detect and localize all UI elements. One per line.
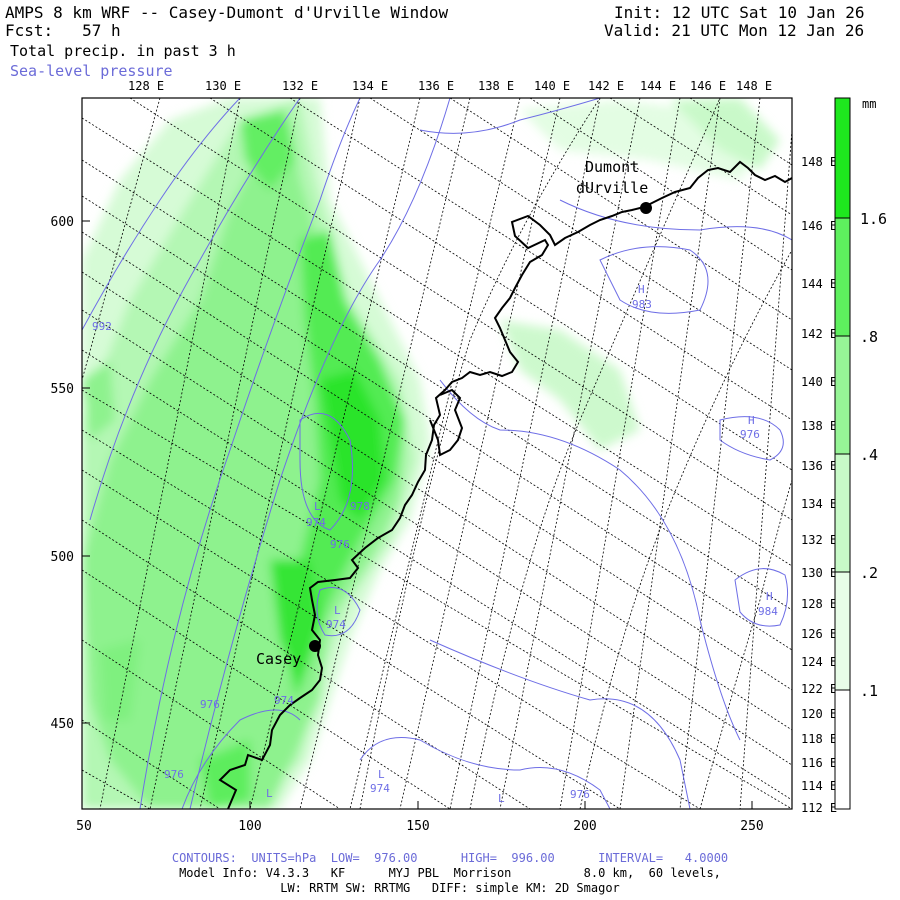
pressure-center: L (378, 768, 385, 781)
lon-label: 142 E (801, 327, 837, 341)
lon-label: 138 E (801, 419, 837, 433)
y-axis-labels: 600 550 500 450 (51, 215, 74, 732)
lon-label: 128 E (128, 79, 164, 93)
lon-label: 122 E (801, 682, 837, 696)
pressure-label: 976 (570, 788, 590, 801)
lon-label: 138 E (478, 79, 514, 93)
lon-label: 134 E (352, 79, 388, 93)
lon-label: 144 E (640, 79, 676, 93)
pressure-label: 974 (370, 782, 390, 795)
colorbar-bin (835, 98, 850, 218)
lon-label: 148 E (736, 79, 772, 93)
x-tick-label: 200 (573, 819, 596, 834)
x-tick-label: 100 (238, 819, 261, 834)
lon-label: 146 E (690, 79, 726, 93)
pressure-label: 978 (350, 500, 370, 513)
y-tick-label: 550 (51, 382, 74, 397)
lon-label: 148 E (801, 155, 837, 169)
right-longitude-labels: 148 E 146 E 144 E 142 E 140 E 138 E 136 … (801, 155, 837, 815)
colorbar-unit: mm (862, 97, 876, 111)
model-info: Model Info: V4.3.3 KF MYJ PBL Morrison 8… (179, 866, 721, 880)
field-name: Total precip. in past 3 h (10, 42, 236, 60)
lon-label: 136 E (418, 79, 454, 93)
pressure-label: 974 (326, 618, 346, 631)
pressure-label: 992 (92, 320, 112, 333)
pressure-label: 976 (330, 538, 350, 551)
graticule (82, 98, 792, 809)
colorbar-label: .8 (860, 328, 878, 346)
lon-label: 132 E (282, 79, 318, 93)
lon-label: 114 E (801, 779, 837, 793)
lon-label: 120 E (801, 707, 837, 721)
pressure-label: 976 (200, 698, 220, 711)
colorbar-label: .1 (860, 682, 878, 700)
pressure-label: 983 (632, 298, 652, 311)
casey-marker (309, 640, 321, 652)
dumont-label: Dumont (585, 158, 639, 176)
pressure-center: L (314, 500, 321, 513)
dumont-durville-marker (640, 202, 652, 214)
physics-info: LW: RRTM SW: RRTMG DIFF: simple KM: 2D S… (280, 881, 620, 895)
lon-label: 130 E (205, 79, 241, 93)
pressure-label: 974 (306, 516, 326, 529)
lon-label: 142 E (588, 79, 624, 93)
y-tick-label: 450 (51, 717, 74, 732)
pressure-label: 974 (274, 694, 294, 707)
pressure-center: L (266, 787, 273, 800)
x-tick-label: 250 (740, 819, 763, 834)
lon-label: 130 E (801, 566, 837, 580)
pressure-label-h: H (766, 590, 773, 603)
x-tick-label: 150 (406, 819, 429, 834)
chart-title: AMPS 8 km WRF -- Casey-Dumont d'Urville … (5, 3, 449, 22)
top-longitude-labels: 128 E 130 E 132 E 134 E 136 E 138 E 140 … (128, 79, 772, 93)
y-tick-label: 600 (51, 215, 74, 230)
colorbar-label: .4 (860, 446, 878, 464)
colorbar-label: 1.6 (860, 210, 887, 228)
pressure-center: H (638, 283, 645, 296)
lon-label: 140 E (534, 79, 570, 93)
lon-label: 140 E (801, 375, 837, 389)
valid-time: Valid: 21 UTC Mon 12 Jan 26 (604, 21, 865, 40)
colorbar: mm 1.6 .8 .4 .2 .1 (834, 97, 887, 810)
x-tick-label: 50 (76, 819, 92, 834)
forecast-hour: Fcst: 57 h (5, 21, 121, 40)
lon-label: 132 E (801, 533, 837, 547)
pressure-contours (82, 98, 792, 809)
colorbar-bin (835, 690, 850, 809)
durville-label: dUrville (576, 179, 648, 197)
x-axis-labels: 50 100 150 200 250 (76, 819, 764, 834)
lon-label: 112 E (801, 801, 837, 815)
colorbar-bin (835, 572, 850, 690)
lon-label: 134 E (801, 497, 837, 511)
lon-label: 146 E (801, 219, 837, 233)
overlay-name: Sea-level pressure (10, 62, 173, 80)
lon-label: 144 E (801, 277, 837, 291)
y-tick-label: 500 (51, 550, 74, 565)
lon-label: 136 E (801, 459, 837, 473)
pressure-label: 976 (164, 768, 184, 781)
colorbar-bin (835, 336, 850, 454)
pressure-label: 984 (758, 605, 778, 618)
lon-label: 124 E (801, 655, 837, 669)
init-time: Init: 12 UTC Sat 10 Jan 26 (614, 3, 865, 22)
map-frame (81, 97, 793, 810)
casey-label: Casey (256, 650, 301, 668)
colorbar-label: .2 (860, 564, 878, 582)
pressure-center: H (748, 414, 755, 427)
stations: Casey Dumont dUrville (256, 158, 652, 668)
colorbar-bin (835, 218, 850, 336)
pressure-center: L (334, 604, 341, 617)
lon-label: 116 E (801, 756, 837, 770)
axis-ticks (81, 220, 753, 809)
pressure-label: 976 (740, 428, 760, 441)
pressure-center: L (498, 792, 505, 805)
precip-shading (82, 98, 780, 809)
contour-info: CONTOURS: UNITS=hPa LOW= 976.00 HIGH= 99… (171, 851, 729, 865)
lon-label: 118 E (801, 732, 837, 746)
colorbar-bin (835, 454, 850, 572)
lon-label: 128 E (801, 597, 837, 611)
lon-label: 126 E (801, 627, 837, 641)
pressure-labels: 992 H 983 978 L 974 976 L 974 976 974 97… (92, 283, 778, 805)
